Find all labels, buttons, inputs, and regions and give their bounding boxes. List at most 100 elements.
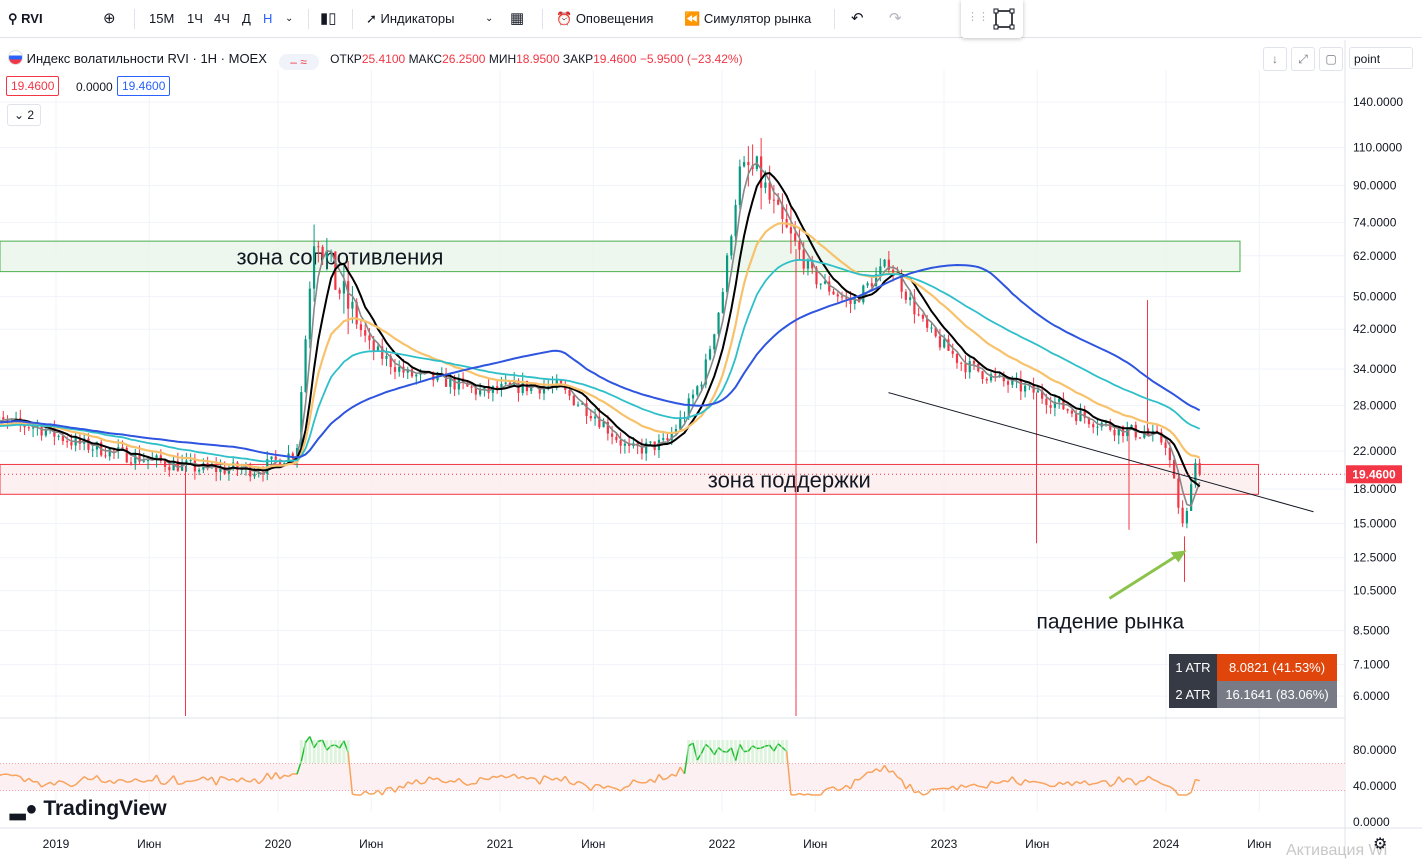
y-tick-label: 7.1000 <box>1353 657 1390 671</box>
oscillator-highlight <box>313 740 316 764</box>
candle-body <box>713 334 715 349</box>
y-tick-label: 8.5000 <box>1353 623 1390 637</box>
candle-body <box>930 328 932 329</box>
candle-body <box>973 361 975 364</box>
candle-body <box>960 363 962 364</box>
oscillator-highlight <box>751 740 754 764</box>
x-tick-label: Июн <box>1025 837 1049 851</box>
oscillator-segment <box>101 781 105 782</box>
candle-body <box>309 289 311 340</box>
candle-body <box>1113 430 1115 436</box>
candle-body <box>398 367 400 372</box>
candle-body <box>879 266 881 274</box>
last-price-label: 19.4600 <box>1352 467 1396 481</box>
y-tick-label: 28.0000 <box>1353 399 1397 413</box>
candle-body <box>360 324 362 330</box>
oscillator-highlight <box>687 740 690 764</box>
x-tick-label: 2021 <box>487 837 514 851</box>
candle-body <box>373 340 375 351</box>
x-tick-label: Июн <box>137 837 161 851</box>
x-tick-label: Июн <box>359 837 383 851</box>
candle-body <box>790 227 792 233</box>
candle-body <box>922 315 924 319</box>
open-value: 25.4100 <box>362 52 405 66</box>
fullscreen-icon[interactable]: ⤢ <box>1291 47 1315 71</box>
candle-body <box>1050 405 1052 408</box>
candle-body <box>956 354 958 363</box>
chevron-down-icon: ⌄ <box>14 108 24 122</box>
oscillator-highlight <box>747 740 750 764</box>
bid-price[interactable]: 19.4600 <box>6 76 59 96</box>
scroll-down-icon[interactable]: ↓ <box>1263 47 1287 71</box>
candle-body <box>1182 508 1184 524</box>
candle-body <box>505 383 507 384</box>
annotation-text: падение рынка <box>1037 610 1185 633</box>
candle-body <box>1139 437 1141 438</box>
candle-body <box>1177 479 1179 508</box>
x-tick-label: Июн <box>1247 837 1271 851</box>
tradingview-logo[interactable]: ▂● TradingView <box>10 796 167 821</box>
market-status-icon: ‒ ≈ <box>279 54 319 70</box>
oscillator-segment <box>889 771 893 772</box>
candle-body <box>777 200 779 205</box>
candle-body <box>394 367 396 372</box>
candle-body <box>841 296 843 297</box>
screenshot-icon[interactable]: ▢ <box>1319 47 1343 71</box>
candle-body <box>743 162 745 166</box>
oscillator-highlight <box>717 740 720 764</box>
oscillator-highlight <box>704 740 707 764</box>
oscillator-segment <box>161 784 165 785</box>
candle-body <box>734 205 736 236</box>
candle-body <box>624 444 626 446</box>
candle-body <box>807 261 809 269</box>
candle-body <box>130 462 132 463</box>
change-value: −5.9500 (−23.42%) <box>640 52 743 66</box>
candle-body <box>351 302 353 309</box>
candle-body <box>1092 424 1094 427</box>
candle-body <box>577 405 579 406</box>
candle-body <box>1067 409 1069 411</box>
oscillator-highlight <box>304 740 307 764</box>
candle-body <box>760 156 762 187</box>
candle-body <box>803 250 805 269</box>
oscillator-highlight <box>777 740 780 764</box>
candle-body <box>87 438 89 449</box>
candle-body <box>666 438 668 440</box>
oscillator-segment <box>191 781 195 782</box>
candle-body <box>1071 411 1073 414</box>
candle-body <box>773 200 775 201</box>
scale-mode-select[interactable]: point <box>1349 47 1413 69</box>
oscillator-segment <box>799 793 803 795</box>
oscillator-segment <box>914 791 918 792</box>
open-label: ОТКР <box>330 52 362 66</box>
candle-body <box>66 441 68 442</box>
atr-label: 2 ATR <box>1169 681 1217 708</box>
oscillator-segment <box>808 794 812 795</box>
logo-text: TradingView <box>43 797 166 820</box>
close-label: ЗАКР <box>563 52 593 66</box>
candle-body <box>568 390 570 396</box>
oscillator-highlight <box>325 740 328 764</box>
oscillator-segment <box>978 786 982 787</box>
candle-body <box>662 438 664 440</box>
y-tick-label: 22.0000 <box>1353 444 1397 458</box>
candle-body <box>573 396 575 405</box>
candle-body <box>764 182 766 187</box>
y-tick-label: 12.5000 <box>1353 551 1397 565</box>
candle-body <box>32 428 34 429</box>
indicators-collapse-toggle[interactable]: ⌄ 2 <box>7 104 41 126</box>
oscillator-highlight <box>764 740 767 764</box>
candle-body <box>270 456 272 459</box>
candle-body <box>1186 511 1188 523</box>
x-tick-label: 2020 <box>265 837 292 851</box>
candle-body <box>943 339 945 347</box>
candle-body <box>275 456 277 459</box>
settings-gear-icon[interactable]: ⚙ <box>1373 834 1387 854</box>
y-tick-label: 50.0000 <box>1353 289 1397 303</box>
oscillator-segment <box>1038 782 1042 783</box>
oscillator-segment <box>484 779 488 780</box>
ask-price[interactable]: 19.4600 <box>117 76 170 96</box>
candle-body <box>866 283 868 285</box>
candle-body <box>649 441 651 442</box>
